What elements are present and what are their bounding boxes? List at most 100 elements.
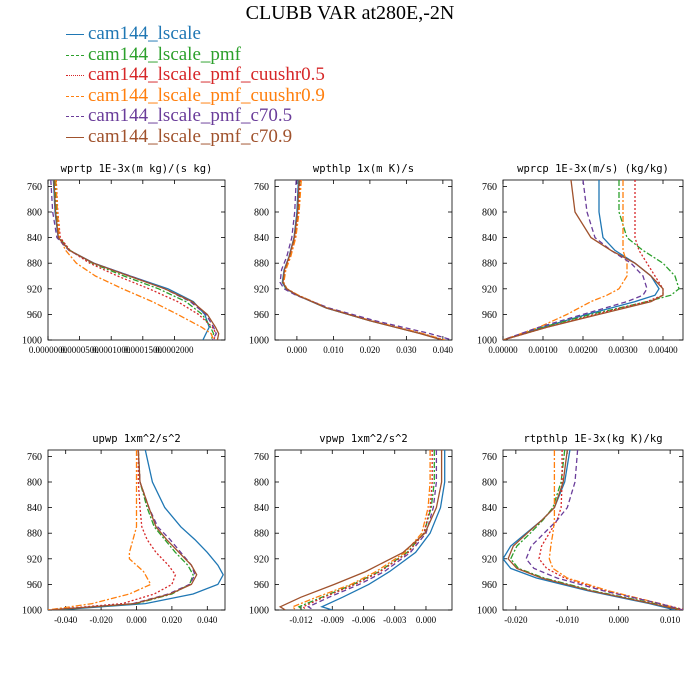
series-line (49, 450, 198, 610)
x-tick-label: 0.0000500 (60, 345, 99, 355)
y-tick-label: 800 (254, 478, 269, 489)
legend-swatch (66, 75, 84, 76)
y-tick-label: 840 (482, 503, 497, 514)
chart-title: CLUBB VAR at280E,-2N (245, 2, 455, 24)
series-line (503, 180, 664, 340)
series-line (503, 180, 664, 340)
series-line (301, 450, 433, 610)
x-tick-label: 0.000 (609, 615, 630, 625)
series-line (51, 450, 194, 610)
plot-frame (47, 179, 226, 341)
x-tick-label: 0.010 (660, 615, 681, 625)
y-tick-label: 880 (482, 529, 497, 540)
legend-label: cam144_lscale_pmf_cuushr0.5 (88, 64, 325, 85)
y-tick-label: 920 (254, 284, 269, 295)
x-tick-label: 0.00300 (608, 345, 638, 355)
series-line (503, 180, 648, 340)
legend-label: cam144_lscale_pmf (88, 43, 242, 65)
y-tick-label: 800 (27, 478, 42, 489)
series-line (52, 180, 210, 340)
x-tick-label: -0.010 (556, 615, 580, 625)
y-tick-label: 760 (482, 452, 497, 463)
x-tick-label: 0.000 (126, 615, 147, 625)
y-tick-label: 920 (482, 554, 497, 565)
y-tick-label: 960 (254, 580, 269, 591)
series-line (282, 180, 443, 340)
x-tick-label: -0.020 (89, 615, 113, 625)
y-tick-label: 760 (254, 182, 269, 193)
series-line (503, 180, 660, 340)
series-line (548, 450, 683, 610)
legend-swatch (66, 116, 84, 117)
x-tick-label: -0.009 (321, 615, 345, 625)
plot-frame (274, 179, 453, 341)
legend-label: cam144_lscale_pmf_c70.5 (88, 105, 293, 126)
y-tick-label: 800 (254, 208, 269, 219)
y-tick-label: 960 (482, 580, 497, 591)
subplot: wpthlp 1x(m K)/s 760 800 840 880 920 960 1000 0.… (249, 163, 454, 355)
series-line (54, 180, 215, 340)
x-tick-label: 0.030 (396, 345, 417, 355)
series-line (509, 450, 683, 610)
y-tick-label: 1000 (22, 606, 42, 617)
series-line (525, 450, 683, 610)
y-tick-label: 840 (482, 233, 497, 244)
x-tick-label: 0.0002000 (155, 345, 194, 355)
legend-swatch (66, 136, 84, 138)
series-line (282, 180, 445, 340)
x-tick-label: -0.012 (289, 615, 312, 625)
series-line (279, 180, 452, 340)
y-tick-label: 840 (27, 503, 42, 514)
series-line (291, 450, 431, 610)
x-tick-label: 0.000 (287, 345, 308, 355)
y-tick-label: 920 (482, 284, 497, 295)
y-tick-label: 880 (27, 259, 42, 270)
legend-label: cam144_lscale_pmf_cuushr0.9 (88, 84, 325, 106)
legend-label: cam144_lscale_pmf_c70.9 (88, 125, 293, 147)
y-tick-label: 920 (254, 554, 269, 565)
subplot-title: vpwp 1xm^2/s^2 (319, 433, 408, 445)
y-tick-label: 1000 (249, 606, 269, 617)
y-tick-label: 1000 (477, 336, 497, 347)
subplot-title: wpthlp 1x(m K)/s (313, 163, 414, 175)
y-tick-label: 880 (254, 529, 269, 540)
x-tick-label: -0.040 (54, 615, 78, 625)
y-tick-label: 840 (254, 233, 269, 244)
x-tick-label: 0.020 (360, 345, 381, 355)
legend-label: cam144_lscale (88, 23, 201, 44)
x-tick-label: 0.000 (416, 615, 437, 625)
subplot: vpwp 1xm^2/s^2 760 800 840 880 920 960 1000 -0.0… (249, 433, 453, 625)
x-tick-label: -0.020 (504, 615, 528, 625)
subplot-title: upwp 1xm^2/s^2 (92, 433, 181, 445)
series-line (283, 180, 445, 340)
series-line (50, 180, 217, 340)
x-tick-label: -0.006 (352, 615, 376, 625)
x-tick-label: 0.0000000 (29, 345, 68, 355)
y-tick-label: 880 (482, 259, 497, 270)
y-tick-label: 800 (27, 208, 42, 219)
subplot: wprcp 1E-3x(m/s) (kg/kg) 760 800 840 880 920 9… (477, 163, 684, 355)
y-tick-label: 880 (254, 259, 269, 270)
y-tick-label: 800 (482, 478, 497, 489)
x-tick-label: 0.00200 (568, 345, 598, 355)
legend-swatch (66, 95, 84, 97)
x-tick-label: 0.040 (197, 615, 218, 625)
subplot-title: wprcp 1E-3x(m/s) (kg/kg) (517, 163, 669, 175)
x-tick-label: -0.003 (383, 615, 407, 625)
y-tick-label: 960 (482, 310, 497, 321)
series-line (282, 180, 444, 340)
y-tick-label: 760 (27, 182, 42, 193)
series-line (538, 450, 683, 610)
series-line (55, 180, 217, 340)
x-tick-label: 0.00400 (648, 345, 678, 355)
series-line (297, 450, 435, 610)
subplot: upwp 1xm^2/s^2 760 800 840 880 920 960 1000 -0.0… (22, 433, 226, 625)
x-tick-label: 0.00000 (488, 345, 518, 355)
plot-frame (502, 179, 684, 341)
series-line (320, 450, 446, 610)
legend-swatch (66, 34, 84, 35)
series-line (278, 450, 443, 610)
subplot: rtpthlp 1E-3x(kg K)/kg 760 800 840 880 920 960… (477, 433, 684, 625)
series-line (56, 450, 224, 610)
